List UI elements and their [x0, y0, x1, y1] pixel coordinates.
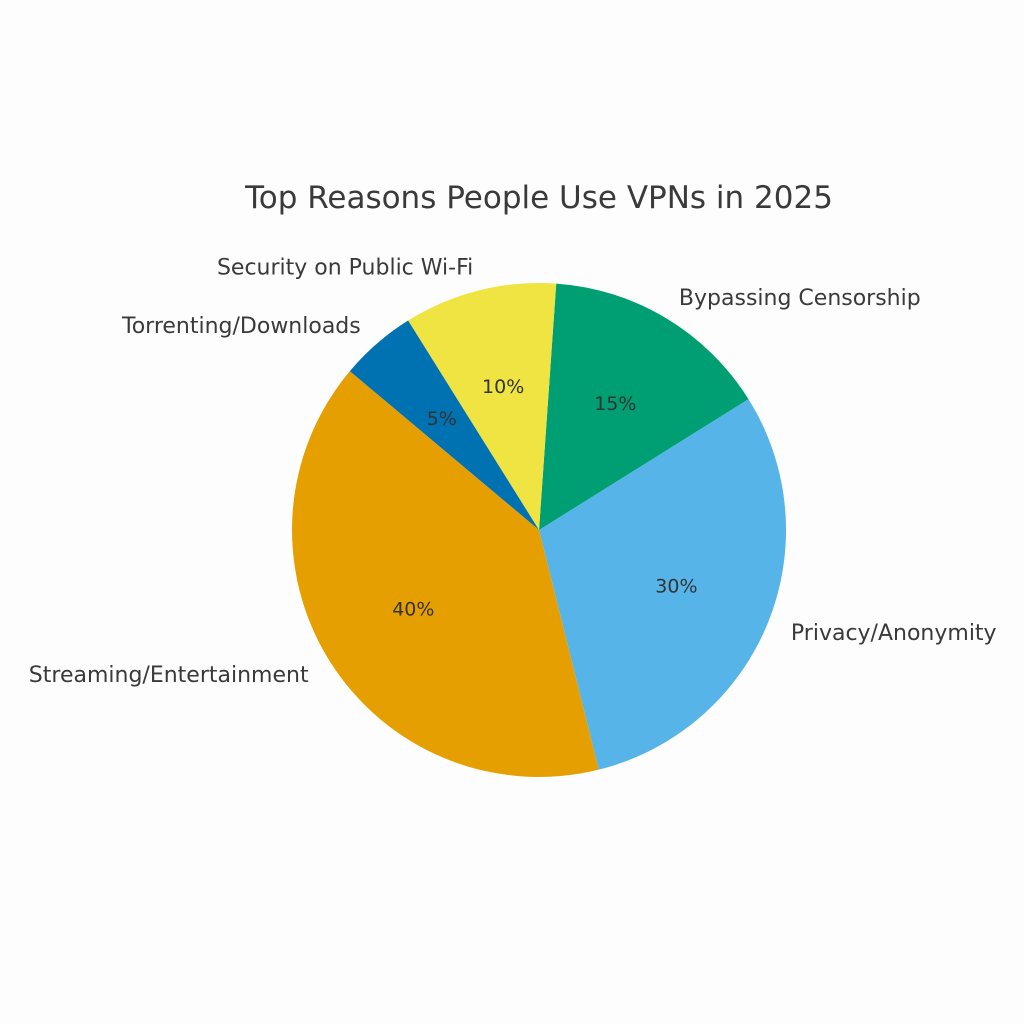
slice-percent-label: 5% — [427, 408, 457, 430]
pie-slice — [539, 399, 786, 770]
slice-category-label: Torrenting/Downloads — [121, 314, 361, 339]
slice-category-label: Security on Public Wi-Fi — [217, 255, 473, 280]
chart-title: Top Reasons People Use VPNs in 2025 — [244, 180, 833, 216]
pie-slices — [292, 283, 786, 777]
slice-category-label: Streaming/Entertainment — [29, 663, 309, 688]
pie-slice — [349, 320, 539, 530]
pie-slice — [292, 371, 599, 777]
pie-slice — [408, 283, 557, 530]
pie-slice — [539, 283, 749, 530]
slice-percent-label: 15% — [594, 393, 636, 415]
slice-percent-label: 10% — [482, 376, 524, 398]
slice-category-label: Bypassing Censorship — [679, 286, 921, 311]
slice-category-label: Privacy/Anonymity — [791, 621, 997, 646]
pie-labels: 30% Privacy/Anonymity 15% Bypassing Censors… — [29, 255, 997, 688]
slice-percent-label: 40% — [392, 599, 434, 621]
slice-percent-label: 30% — [655, 576, 697, 598]
